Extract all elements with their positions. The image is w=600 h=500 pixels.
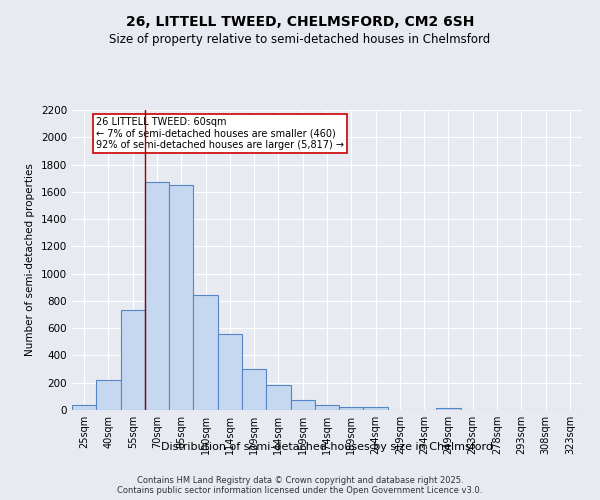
Bar (96, 380, 121, 410)
Bar (364, 408, 388, 410)
Bar (436, 408, 461, 410)
Bar (315, 405, 339, 410)
Text: Size of property relative to semi-detached houses in Chelmsford: Size of property relative to semi-detach… (109, 32, 491, 46)
Bar (145, 182, 169, 410)
Bar (72, 404, 96, 410)
Text: Distribution of semi-detached houses by size in Chelmsford: Distribution of semi-detached houses by … (161, 442, 493, 452)
Bar (218, 334, 242, 410)
Bar (169, 185, 193, 410)
Text: Contains HM Land Registry data © Crown copyright and database right 2025.
Contai: Contains HM Land Registry data © Crown c… (118, 476, 482, 495)
Bar (339, 406, 364, 410)
Bar (290, 400, 315, 410)
Y-axis label: Number of semi-detached properties: Number of semi-detached properties (25, 164, 35, 356)
Text: 26, LITTELL TWEED, CHELMSFORD, CM2 6SH: 26, LITTELL TWEED, CHELMSFORD, CM2 6SH (126, 15, 474, 29)
Bar (242, 369, 266, 410)
Bar (266, 385, 290, 410)
Bar (193, 296, 218, 410)
Text: 26 LITTELL TWEED: 60sqm
← 7% of semi-detached houses are smaller (460)
92% of se: 26 LITTELL TWEED: 60sqm ← 7% of semi-det… (96, 117, 344, 150)
Bar (121, 310, 145, 410)
